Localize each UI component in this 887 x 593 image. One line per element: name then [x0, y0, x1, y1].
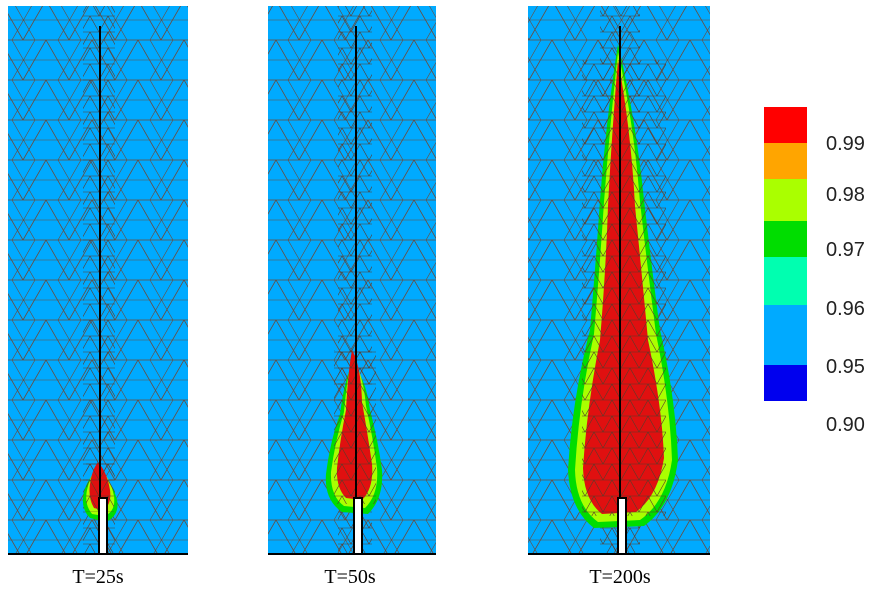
wellbore [617, 497, 627, 555]
panel-caption: T=200s [589, 566, 650, 588]
colorbar-legend: 0.99 0.98 0.97 0.96 0.95 0.90 [764, 107, 865, 436]
wellbore [353, 497, 363, 555]
colorbar-label: 0.95 [826, 356, 865, 378]
colorbar-swatch [764, 179, 807, 221]
colorbar-swatch [764, 107, 807, 143]
core-mesh [582, 60, 666, 516]
colorbar-swatch [764, 257, 807, 305]
panel-t50: T=50s [268, 6, 436, 588]
colorbar-label: 0.90 [826, 414, 865, 436]
colorbar-label: 0.99 [826, 133, 865, 155]
colorbar-swatch [764, 365, 807, 401]
colorbar-label: 0.98 [826, 184, 865, 206]
wellbore [98, 497, 108, 555]
panel-t25: T=25s [8, 6, 188, 588]
colorbar-label: 0.97 [826, 239, 865, 261]
panel-caption: T=25s [72, 566, 123, 588]
panel-t200: T=200s [528, 6, 710, 588]
colorbar-label: 0.96 [826, 298, 865, 320]
colorbar-swatch [764, 143, 807, 179]
panel-caption: T=50s [324, 566, 375, 588]
colorbar-swatch [764, 305, 807, 365]
colorbar-swatch [764, 221, 807, 257]
